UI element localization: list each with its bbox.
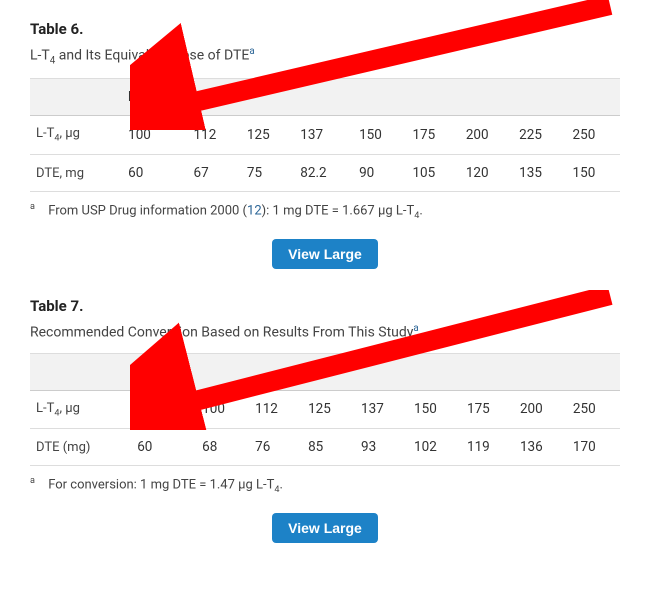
table6-row1-label: L-T4, µg bbox=[30, 116, 122, 155]
table7-row2-label: DTE (mg) bbox=[30, 429, 131, 466]
table7-caption: Recommended Conversion Based on Results … bbox=[30, 323, 620, 341]
table-row: L-T4, µg 100 112 125 137 150 175 200 225… bbox=[30, 116, 620, 155]
table6-row2-label: DTE, mg bbox=[30, 155, 122, 192]
view-large-button[interactable]: View Large bbox=[272, 239, 378, 269]
table-row: DTE (mg) 60 68 76 85 93 102 119 136 170 bbox=[30, 429, 620, 466]
table-row: DTE, mg 60 67 75 82.2 90 105 120 135 150 bbox=[30, 155, 620, 192]
table7: Dose L-T4, µg 88 100 112 125 137 150 175… bbox=[30, 353, 620, 467]
footnote-ref-link[interactable]: 12 bbox=[247, 203, 262, 218]
view-large-button[interactable]: View Large bbox=[272, 513, 378, 543]
table6-dose-header: Dose bbox=[122, 79, 187, 116]
table6-caption: L-T4 and Its Equivalent Dose of DTEa bbox=[30, 46, 620, 66]
table6-title: Table 6. bbox=[30, 20, 620, 38]
table7-title: Table 7. bbox=[30, 297, 620, 315]
table6-footnote: a From USP Drug information 2000 (12): 1… bbox=[30, 202, 620, 221]
table6: Dose L-T4, µg 100 112 125 137 150 175 20… bbox=[30, 78, 620, 192]
table7-dose-header: Dose bbox=[131, 353, 196, 390]
table-row: L-T4, µg 88 100 112 125 137 150 175 200 … bbox=[30, 390, 620, 429]
table7-row1-label: L-T4, µg bbox=[30, 390, 131, 429]
table7-footnote: a For conversion: 1 mg DTE = 1.47 µg L-T… bbox=[30, 476, 620, 495]
